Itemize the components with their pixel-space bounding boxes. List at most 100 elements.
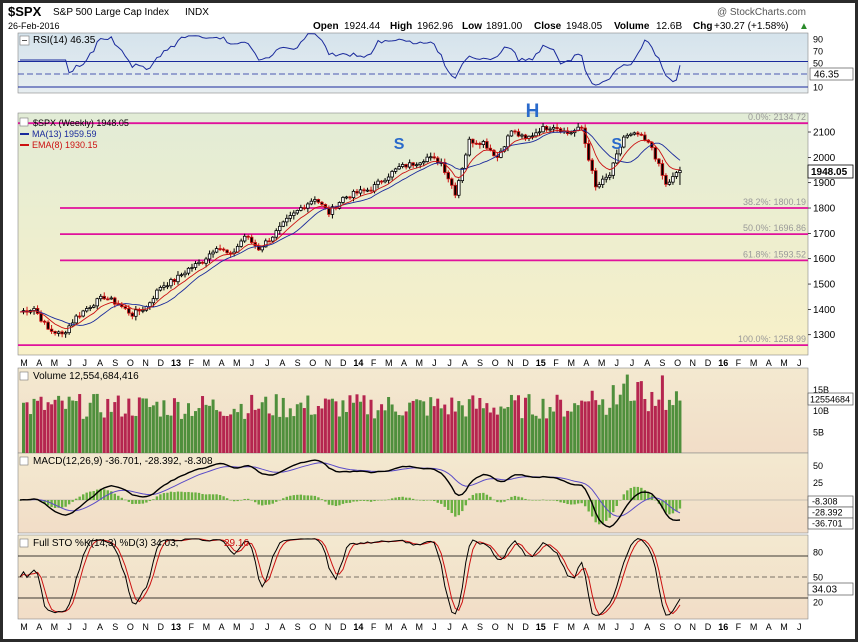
x-axis-label: M — [20, 358, 28, 368]
volume-bar — [250, 394, 254, 453]
x-axis-label: F — [553, 358, 559, 368]
price-candle-body — [246, 235, 250, 238]
volume-settings-icon[interactable] — [19, 371, 29, 381]
volume-bar — [141, 398, 145, 453]
price-candle-body — [32, 308, 36, 311]
x-axis-label: J — [67, 622, 72, 632]
macd-hist-bar — [429, 500, 432, 501]
price-candle-body — [569, 132, 573, 135]
macd-hist-bar — [127, 500, 131, 502]
volume-bar — [22, 402, 26, 453]
x-axis-label: M — [567, 358, 575, 368]
ticker-name: S&P 500 Large Cap Index — [53, 7, 169, 18]
x-axis-label: 14 — [353, 358, 363, 368]
volume-current-value: 12554684 — [810, 395, 850, 405]
price-candle-body — [172, 279, 177, 283]
volume-bar — [650, 391, 654, 453]
price-candle-body — [432, 156, 436, 159]
macd-value-box — [807, 517, 854, 530]
macd-hist-bar — [545, 500, 548, 501]
volume-tick-label: 5B — [813, 427, 824, 437]
price-candle-body — [485, 141, 489, 149]
macd-settings-icon[interactable] — [19, 456, 29, 466]
price-tick-label: 1600 — [813, 254, 836, 265]
price-candle-body — [615, 153, 619, 164]
price-candle-body — [481, 141, 486, 146]
chg-value: +30.27 (+1.58%) — [714, 21, 789, 32]
x-axis-label: 16 — [718, 622, 728, 632]
volume-bar — [278, 416, 282, 453]
macd-hist-bar — [253, 500, 257, 503]
volume-bar — [678, 400, 682, 453]
macd-hist-bar — [359, 500, 362, 501]
volume-bar — [552, 411, 556, 453]
x-axis-label: A — [219, 358, 225, 368]
brand-logo[interactable]: @ StockCharts.com — [717, 7, 806, 18]
price-candle-body — [393, 168, 398, 172]
price-settings-icon[interactable] — [19, 117, 29, 127]
macd-hist-bar — [18, 500, 22, 501]
volume-bar — [590, 390, 594, 453]
volume-bar — [144, 398, 148, 453]
macd-hist-bar — [317, 497, 320, 500]
macd-hist-bar — [299, 494, 303, 500]
x-axis-label: M — [20, 622, 28, 632]
x-axis-label: J — [83, 622, 88, 632]
x-axis-label: F — [188, 622, 194, 632]
price-candle-body — [113, 297, 117, 305]
rsi-line — [20, 33, 681, 86]
price-candle-body — [221, 248, 226, 251]
macd-hist-bar — [415, 499, 418, 501]
price-candle-body — [636, 132, 640, 135]
macd-hist-bar — [527, 499, 531, 501]
volume-bar — [232, 408, 236, 453]
volume-bar — [646, 411, 650, 453]
volume-bar — [222, 415, 226, 453]
price-candle-body — [383, 179, 387, 183]
macd-hist-bar — [166, 492, 169, 500]
chart-date: 26-Feb-2016 — [8, 21, 60, 31]
macd-hist-bar — [433, 500, 436, 502]
price-candle-body — [130, 312, 135, 317]
volume-bar — [527, 394, 531, 453]
macd-hist-bar — [440, 500, 443, 504]
macd-hist-bar — [622, 494, 625, 500]
price-candle-body — [643, 134, 647, 141]
macd-hist-bar — [46, 500, 50, 506]
volume-bar — [106, 398, 110, 453]
macd-hist-bar — [576, 500, 580, 504]
macd-hist-bar — [475, 493, 478, 500]
volume-bar — [57, 395, 61, 453]
price-candle-body — [316, 199, 321, 203]
macd-hist-bar — [562, 500, 566, 503]
volume-bar — [394, 411, 398, 453]
volume-bar — [190, 415, 194, 453]
volume-bar — [239, 403, 243, 453]
x-axis-label: J — [250, 622, 255, 632]
volume-bar — [341, 400, 345, 453]
macd-hist-bar — [159, 494, 162, 500]
price-candle-body — [67, 325, 71, 334]
price-candle-body — [372, 184, 377, 192]
volume-bar — [229, 414, 233, 453]
sto-settings-icon[interactable] — [19, 538, 29, 548]
macd-hist-bar — [555, 500, 559, 502]
rsi-label: RSI(14) 46.35 — [33, 35, 96, 46]
macd-hist-bar — [436, 500, 439, 503]
macd-hist-bar — [246, 498, 250, 500]
price-candle-body — [200, 261, 205, 264]
volume-bar — [292, 416, 296, 453]
x-axis-label: J — [250, 358, 255, 368]
rsi-current-value: 46.35 — [814, 70, 839, 81]
x-axis-label: J — [797, 622, 802, 632]
macd-line — [19, 459, 681, 528]
macd-hist-bar — [141, 500, 145, 504]
macd-hist-bar — [236, 500, 239, 502]
volume-bar — [316, 405, 320, 453]
volume-bar — [506, 407, 510, 453]
volume-bar — [362, 395, 366, 453]
price-candle-body — [436, 157, 440, 164]
x-axis-label: D — [340, 358, 347, 368]
x-axis-label: M — [51, 622, 59, 632]
x-axis-label: J — [432, 622, 437, 632]
